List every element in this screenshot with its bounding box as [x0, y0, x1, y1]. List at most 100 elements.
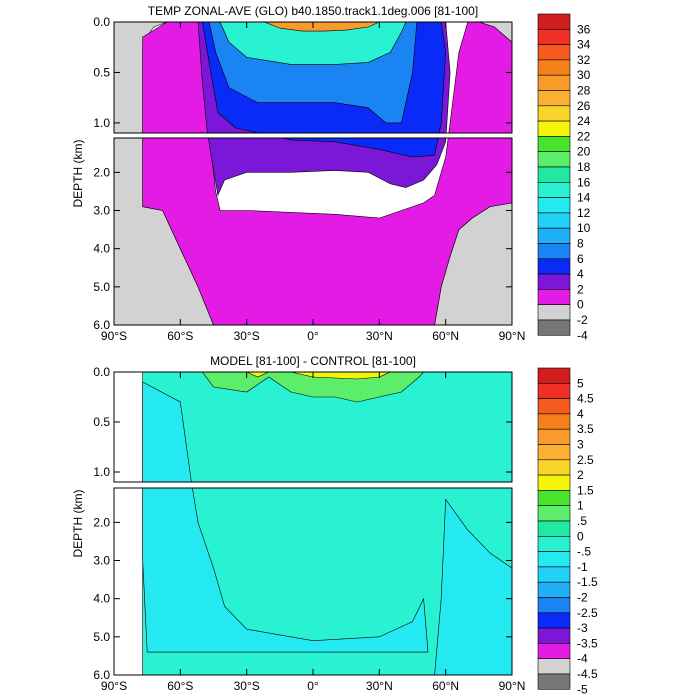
colorbar-label: 22: [577, 129, 591, 143]
colorbar-label: 4: [577, 407, 584, 421]
x-tick-label: 90°S: [101, 679, 127, 693]
colorbar-swatch: [537, 304, 571, 321]
region-thermocline-lower-0: [280, 138, 439, 158]
colorbar-label: 2: [577, 468, 584, 482]
colorbar-label: 20: [577, 145, 591, 159]
x-tick-label: 0°: [307, 329, 319, 343]
colorbar-label: 4: [577, 267, 584, 281]
colorbar-swatch: [537, 28, 571, 45]
y-tick-label: 3.0: [93, 554, 110, 568]
x-tick-label: 60°S: [167, 679, 193, 693]
panel-difference: MODEL [81-100] - CONTROL [81-100] DEPTH (…: [71, 354, 598, 696]
colorbar-label: 8: [577, 237, 584, 251]
colorbar-swatch: [537, 13, 571, 30]
colorbar-label: -1: [577, 560, 588, 574]
y-tick-label: 6.0: [93, 318, 110, 332]
colorbar-label: 16: [577, 175, 591, 189]
colorbar-label: 2.5: [577, 453, 594, 467]
region-mixed-layer-upper-0: [219, 22, 407, 65]
colorbar-swatch: [537, 551, 571, 568]
colorbar-label: 0: [577, 529, 584, 543]
x-tick-label: 30°S: [234, 329, 260, 343]
colorbar-label: .5: [577, 514, 587, 528]
colorbar-swatch: [537, 444, 571, 461]
colorbar-swatch: [537, 413, 571, 430]
colorbar-label: -3: [577, 621, 588, 635]
y-tick-label: 1.0: [93, 465, 110, 479]
colorbar-label: 3: [577, 438, 584, 452]
colorbar-swatch: [537, 151, 571, 168]
colorbar-label: 32: [577, 53, 591, 67]
colorbar-swatch: [537, 197, 571, 214]
region-warm-pool-upper-0: [264, 22, 380, 32]
region-surface-warming-upper-0: [202, 372, 425, 403]
colorbar-swatch: [537, 643, 571, 660]
colorbar-swatch: [537, 120, 571, 137]
colorbar-swatch: [537, 59, 571, 76]
y-tick-label: 0.0: [93, 365, 110, 379]
colorbar-swatch: [537, 658, 571, 675]
x-tick-label: 90°N: [499, 329, 526, 343]
colorbar-label: 18: [577, 160, 591, 174]
colorbar-swatch: [537, 90, 571, 107]
colorbar-swatch: [537, 398, 571, 415]
colorbar-swatch: [537, 289, 571, 305]
colorbar-swatch: [537, 428, 571, 445]
region-deep-water-lower-0: [142, 138, 512, 325]
region-cooling-upper-0: [142, 381, 192, 482]
x-tick-label: 0°: [307, 679, 319, 693]
y-tick-label: 6.0: [93, 668, 110, 682]
colorbar-swatch: [537, 243, 571, 260]
region-intermediate-lower-0: [208, 138, 447, 197]
colorbar-swatch: [537, 490, 571, 506]
colorbar-swatch: [537, 597, 571, 614]
colorbar-swatch: [537, 520, 571, 537]
colorbar-label: 12: [577, 206, 591, 220]
y-tick-label: 3.0: [93, 204, 110, 218]
colorbar-label: 28: [577, 84, 591, 98]
x-tick-label: 60°S: [167, 329, 193, 343]
colorbar-swatch: [537, 227, 571, 244]
colorbar-label: -4: [577, 328, 588, 342]
x-tick-label: 30°S: [234, 679, 260, 693]
y-axis-label: DEPTH (km): [71, 140, 85, 208]
y-tick-label: 0.5: [93, 415, 110, 429]
y-tick-label: 4.0: [93, 242, 110, 256]
colorbar-label: 4.5: [577, 392, 594, 406]
colorbar-swatch: [537, 44, 571, 61]
colorbar-swatch: [537, 166, 571, 183]
colorbar-swatch: [537, 273, 571, 290]
colorbar-swatch: [537, 382, 571, 399]
colorbar-label: 1.5: [577, 483, 594, 497]
colorbar-label: 5: [577, 376, 584, 390]
y-tick-label: 1.0: [93, 116, 110, 130]
colorbar-label: -1.5: [577, 575, 598, 589]
colorbar-label: -4.5: [577, 667, 598, 681]
colorbar-swatch: [537, 612, 571, 629]
x-tick-label: 30°N: [366, 679, 393, 693]
colorbar-swatch: [537, 258, 571, 275]
y-tick-label: 5.0: [93, 630, 110, 644]
colorbar-label: -2: [577, 313, 588, 327]
colorbar-swatch: [537, 474, 571, 491]
colorbar-label: 26: [577, 99, 591, 113]
region-background-upper-0: [142, 372, 512, 482]
colorbar-label: -.5: [577, 545, 591, 559]
colorbar-label: -4: [577, 652, 588, 666]
colorbar-label: -2.5: [577, 606, 598, 620]
region-strong-surface-warming-upper-0: [246, 372, 391, 380]
x-tick-label: 90°S: [101, 329, 127, 343]
region-deep-water-upper-0: [142, 22, 512, 133]
colorbar-label: 24: [577, 114, 591, 128]
colorbar-swatch: [537, 459, 571, 476]
x-tick-label: 60°N: [432, 329, 459, 343]
colorbar-label: -3.5: [577, 636, 598, 650]
colorbar-swatch: [537, 74, 571, 91]
colorbar-label: 6: [577, 252, 584, 266]
upper-field: [114, 22, 512, 133]
colorbar-swatch: [537, 212, 571, 229]
colorbar-swatch: [537, 136, 571, 152]
region-cooling-lower-0: [142, 488, 429, 653]
colorbar-swatch: [537, 319, 571, 336]
